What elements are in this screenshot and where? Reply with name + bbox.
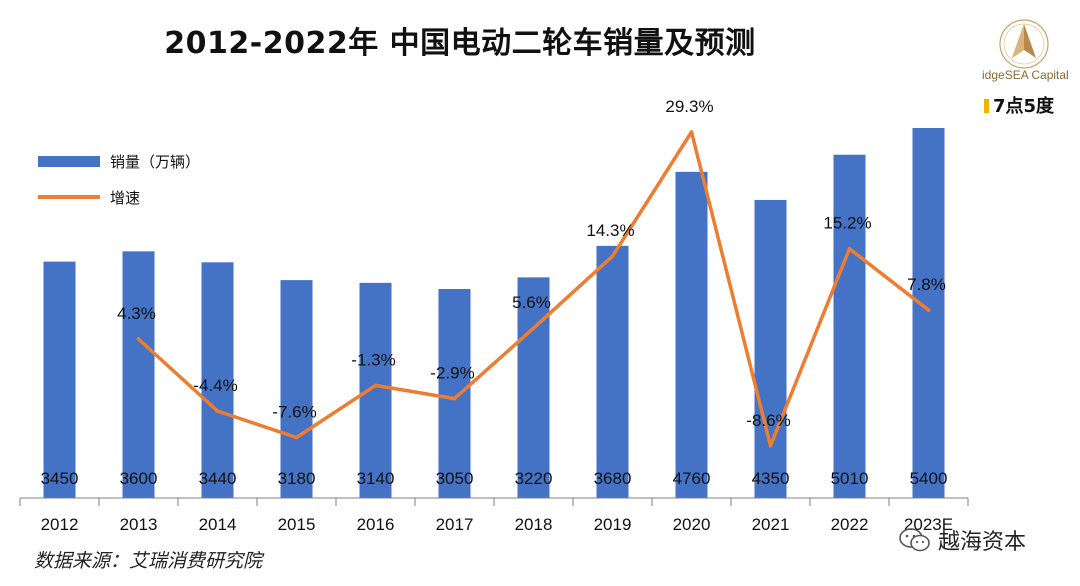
brand-tag-label: 7点5度: [993, 96, 1055, 117]
bar-2021: [754, 199, 787, 498]
brand-tag: 7点5度: [984, 92, 1054, 118]
bar-value-label: 3450: [41, 469, 79, 488]
source-note: 数据来源：艾瑞消费研究院: [34, 550, 263, 572]
growth-point: [610, 254, 615, 258]
growth-value-label: 4.3%: [117, 304, 156, 323]
bar-2016: [359, 282, 392, 498]
bar-2012: [43, 261, 76, 498]
watermark: 越海资本: [898, 524, 1026, 556]
growth-point: [926, 308, 931, 312]
bar-2023E: [912, 128, 945, 498]
wechat-icon: [899, 528, 930, 552]
legend-swatch-bar: [38, 155, 100, 167]
bar-value-label: 3180: [278, 469, 316, 488]
bar-2015: [280, 280, 313, 498]
bar-value-label: 3220: [515, 469, 553, 488]
growth-value-label: 14.3%: [586, 221, 634, 240]
bar-value-label: 5010: [831, 469, 869, 488]
watermark-text: 越海资本: [938, 530, 1027, 555]
growth-point: [847, 246, 852, 251]
compass-logo-icon: [999, 19, 1049, 69]
growth-value-label: -8.6%: [746, 411, 790, 430]
x-tick-label: 2020: [673, 515, 711, 534]
chart-title: 2012-2022年 中国电动二轮车销量及预测: [164, 26, 756, 61]
growth-point: [768, 444, 773, 448]
bar-value-label: 3140: [357, 469, 395, 488]
growth-value-label: 7.8%: [907, 275, 946, 294]
x-tick-label: 2017: [436, 515, 474, 534]
legend-swatch-line: [38, 195, 100, 199]
bar-2018: [517, 277, 550, 498]
bar-2019: [596, 245, 629, 498]
growth-point: [531, 326, 536, 331]
growth-value-label: -7.6%: [272, 403, 316, 422]
x-tick-label: 2016: [357, 515, 395, 534]
growth-point: [689, 130, 694, 134]
growth-point: [373, 383, 378, 388]
x-tick-label: 2012: [41, 515, 79, 534]
bar-2022: [833, 154, 866, 498]
bar-value-label: 5400: [910, 469, 948, 488]
legend: 销量（万辆） 增速: [38, 150, 200, 222]
growth-point: [215, 409, 220, 413]
growth-value-label: -1.3%: [351, 350, 395, 369]
bar-value-label: 3440: [199, 469, 237, 488]
bar-value-label: 4760: [673, 469, 711, 488]
x-tick-label: 2019: [594, 515, 632, 534]
legend-label-line: 增速: [110, 188, 141, 207]
x-tick-label: 2021: [752, 515, 790, 534]
x-tick-label: 2015: [278, 515, 316, 534]
growth-value-label: 15.2%: [823, 214, 871, 233]
growth-point: [294, 435, 299, 440]
bar-2013: [122, 251, 155, 498]
bar-2020: [675, 171, 708, 498]
bar-value-label: 3600: [120, 469, 158, 488]
legend-item-line: 增速: [38, 186, 200, 208]
bar-value-label: 3050: [436, 469, 474, 488]
brand-tag-bar: [984, 99, 989, 113]
bar-value-label: 4350: [752, 469, 790, 488]
logo-text: idgeSEA Capital: [982, 68, 1069, 82]
bar-value-label: 3680: [594, 469, 632, 488]
growth-value-label: -2.9%: [430, 364, 474, 383]
x-tick-label: 2013: [120, 515, 158, 534]
growth-value-label: -4.4%: [193, 376, 237, 395]
bar-2017: [438, 289, 471, 498]
growth-point: [452, 396, 457, 401]
bar-2014: [201, 262, 234, 498]
x-tick-label: 2014: [199, 515, 237, 534]
growth-value-label: 5.6%: [512, 293, 551, 312]
x-tick-label: 2018: [515, 515, 553, 534]
x-tick-label: 2022: [831, 515, 869, 534]
growth-value-label: 29.3%: [665, 97, 713, 116]
legend-label-bar: 销量（万辆）: [110, 152, 201, 171]
growth-point: [136, 337, 141, 341]
legend-item-bar: 销量（万辆）: [38, 150, 200, 172]
